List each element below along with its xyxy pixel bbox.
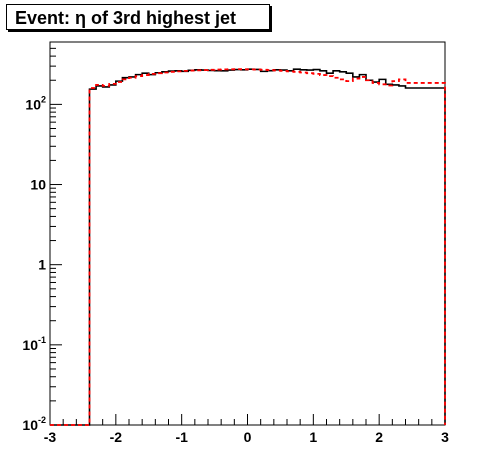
chart-title: Event: η of 3rd highest jet (6, 4, 270, 30)
y-tick-label: 10-2 (22, 415, 46, 433)
plot-frame (49, 41, 446, 426)
x-tick-label: 0 (244, 429, 252, 445)
x-tick-label: -2 (110, 429, 123, 445)
y-tick-label: 102 (25, 94, 46, 112)
x-tick-label: 2 (375, 429, 383, 445)
x-tick-label: -1 (175, 429, 188, 445)
y-tick-label: 10-1 (22, 335, 46, 353)
red-dashed-histogram (50, 68, 446, 426)
x-tick-label: 3 (441, 429, 449, 445)
x-tick-label: -3 (44, 429, 57, 445)
series-layer (50, 68, 446, 426)
black-solid-histogram (50, 68, 446, 426)
y-tick-label: 10 (30, 177, 46, 193)
x-axis: -3 -2 -1 0 1 2 3 (44, 414, 449, 445)
y-axis: 10-2 10-1 1 10 102 (22, 41, 62, 433)
x-tick-label: 1 (309, 429, 317, 445)
y-tick-label: 1 (38, 257, 46, 273)
